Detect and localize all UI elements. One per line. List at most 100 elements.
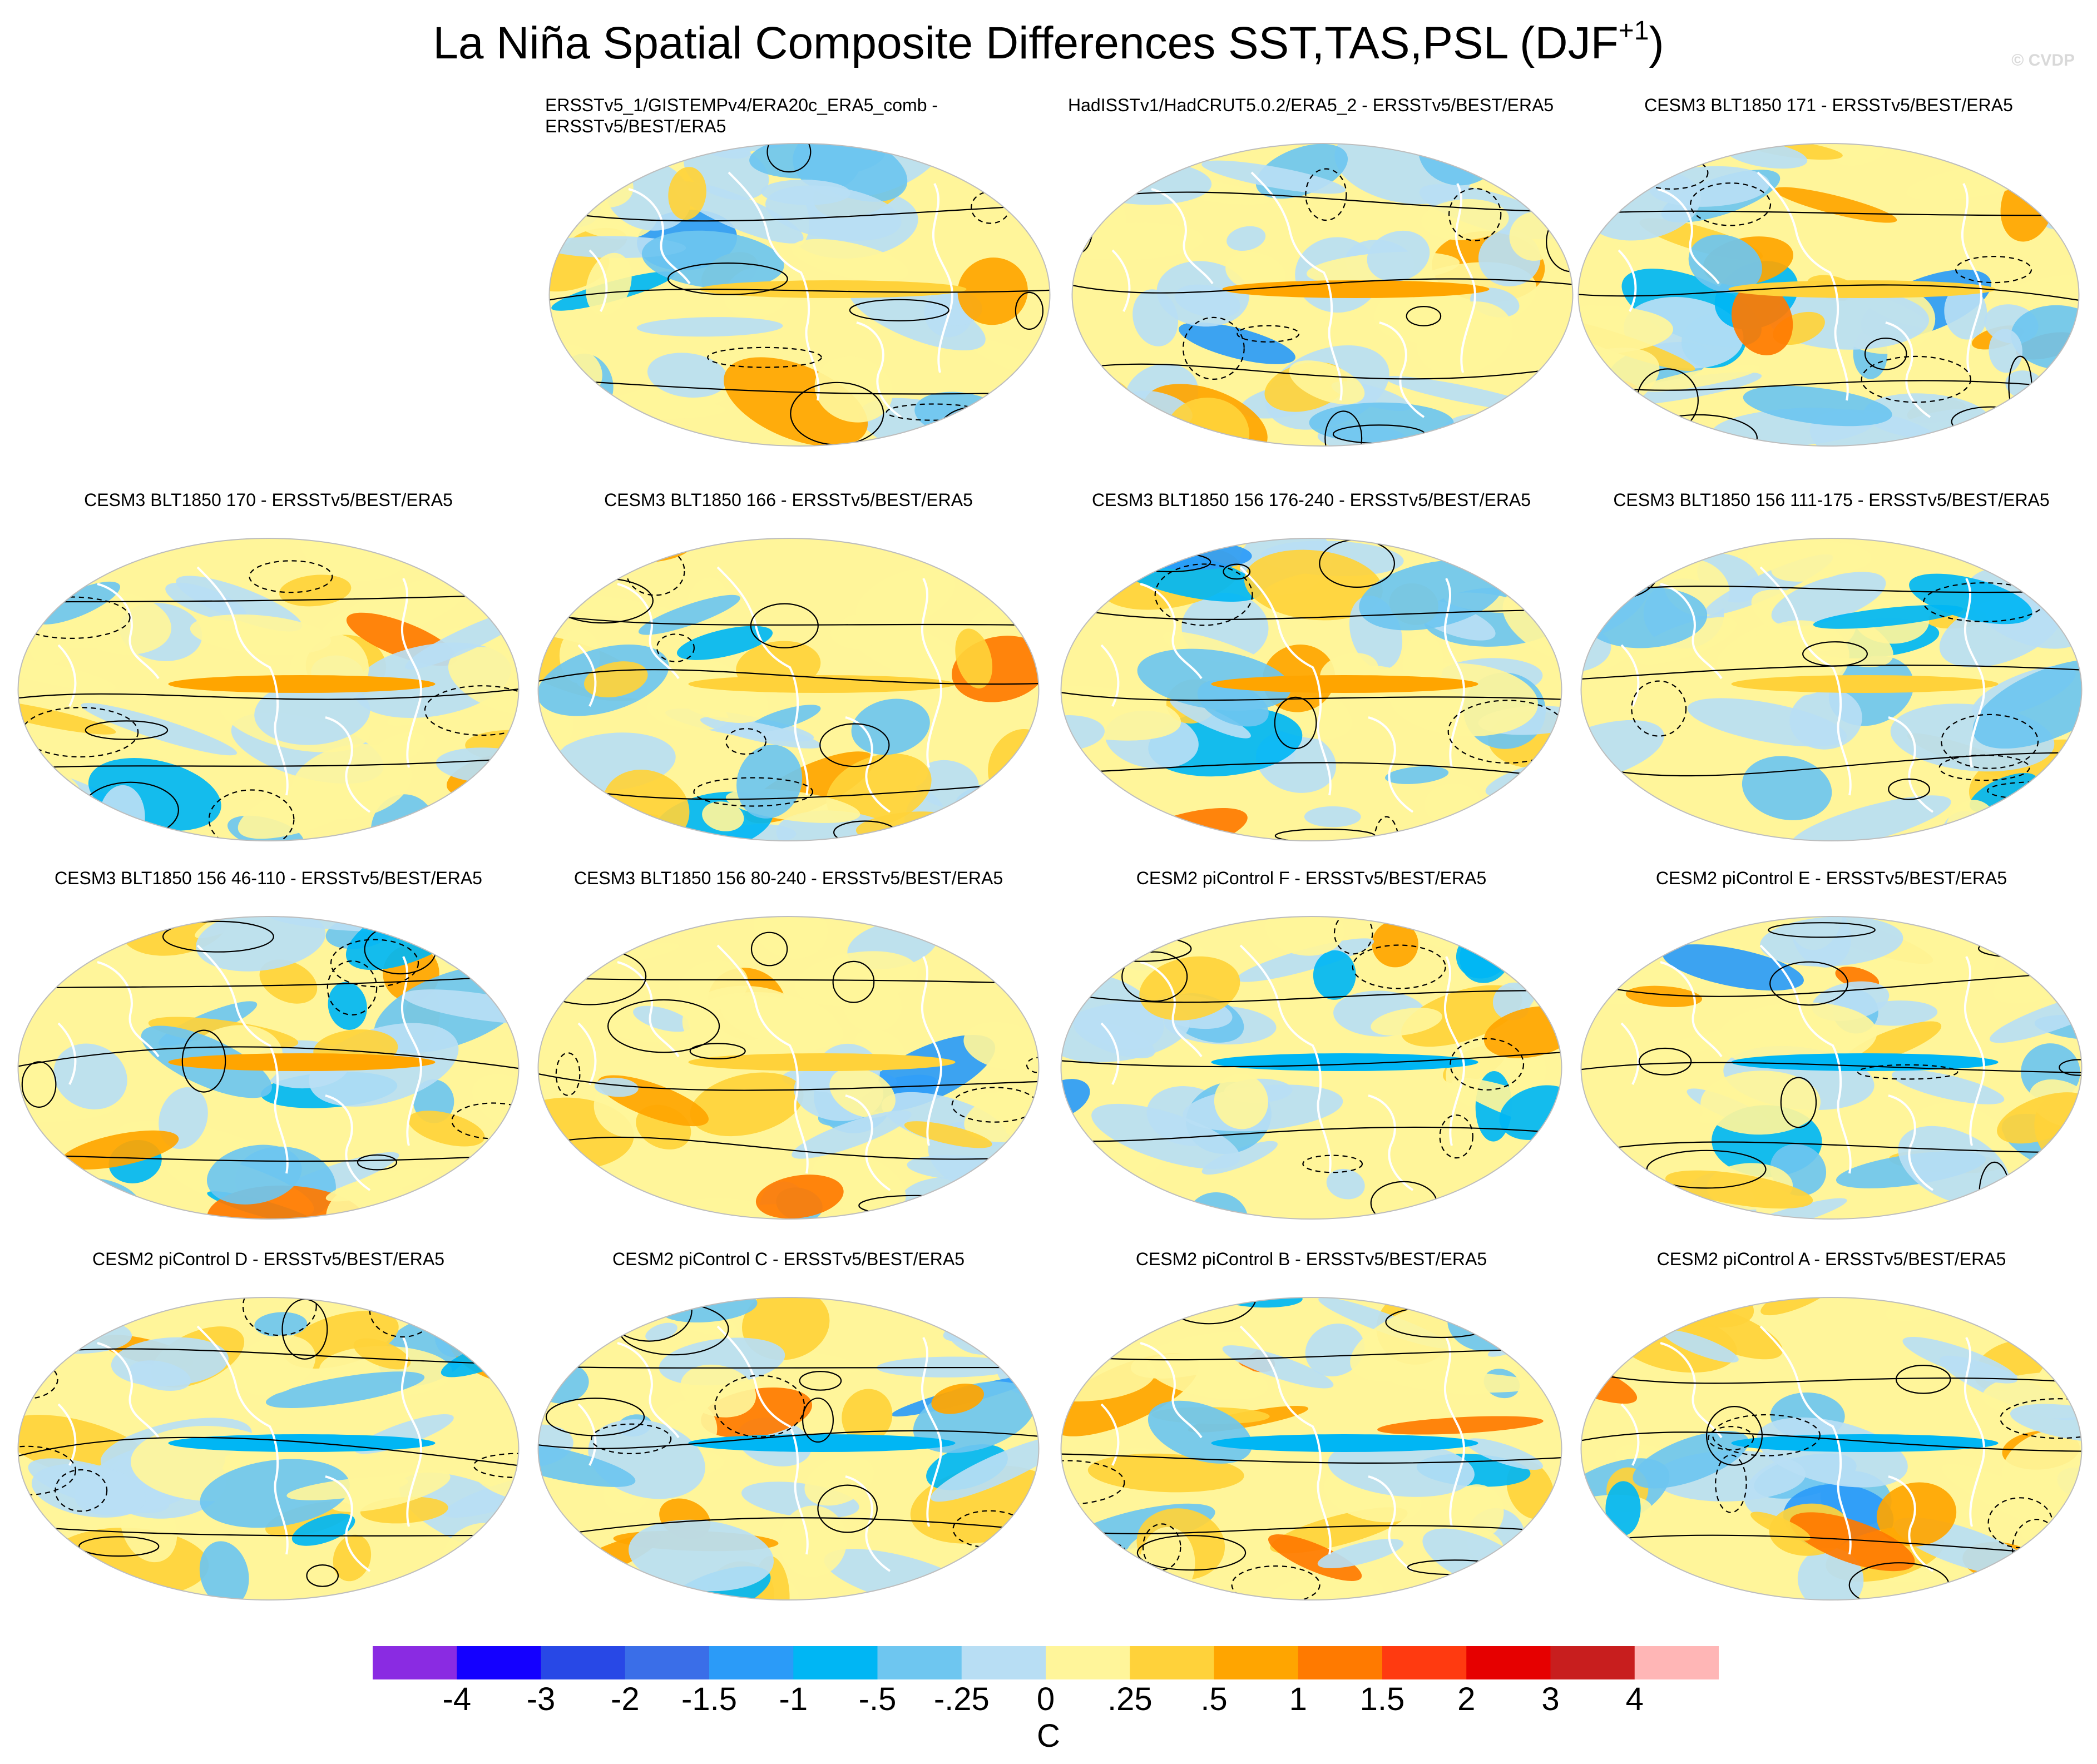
coastline [1100,1022,1120,1085]
equatorial-pacific-anomaly [1211,1053,1478,1071]
warm-anomaly-region [1789,1512,1915,1572]
cool-anomaly-region [1771,572,1886,627]
psl-contour-negative [18,916,46,965]
panel-label: CESM3 BLT1850 171 - ERSSTv5/BEST/ERA5 [1644,95,2013,115]
cool-anomaly-region [1791,795,1951,841]
cool-anomaly-region [645,1322,677,1341]
warm-anomaly-region [2000,274,2079,306]
psl-contour-negative [1026,1057,1039,1073]
cool-anomaly-region [1606,916,1671,947]
coastline [1368,1094,1414,1191]
psl-contour-negative [1302,1154,1363,1173]
equatorial-pacific-anomaly [699,280,967,298]
warm-anomaly-region [829,1067,896,1118]
warm-anomaly-region [814,356,893,423]
cool-anomaly-region [638,594,740,635]
coastline [728,171,820,401]
psl-contour-positive [799,1370,842,1391]
cool-anomaly-region [1305,1324,1365,1376]
psl-contour-positive [1223,563,1251,580]
colorbar-segment [457,1646,541,1679]
psl-contour-positive [2059,1059,2082,1076]
psl-contour-positive [750,603,819,648]
cool-anomaly-region [1304,806,1361,828]
warm-anomaly-region [1700,1071,1821,1135]
psl-contour-positive [607,999,720,1053]
psl-contour-zero [1061,1525,1562,1535]
panel-label: CESM2 piControl E - ERSSTv5/BEST/ERA5 [1655,868,2007,888]
psl-contour-positive [1161,1297,1257,1325]
cool-anomaly-region [540,1208,596,1219]
cool-anomaly-region [629,1519,774,1592]
colorbar-segment [1382,1646,1467,1679]
psl-contour-negative [18,1445,77,1496]
cool-anomaly-region [18,1191,62,1219]
warm-anomaly-region [124,734,243,767]
psl-contour-negative [1941,713,2039,769]
psl-contour-positive [1136,1535,1247,1571]
cool-anomaly-region [1309,402,1454,444]
psl-contour-positive [1638,1047,1692,1076]
psl-contour-positive [306,1564,339,1587]
cool-anomaly-region [1072,143,1150,180]
coastline [577,1022,597,1085]
psl-contour-negative [18,557,62,574]
map-outline [1580,1297,2083,1601]
equatorial-pacific-anomaly [168,1434,436,1452]
psl-contour-zero [1061,605,1562,620]
warm-anomaly-region [286,1476,409,1500]
warm-anomaly-region [1265,916,1344,956]
cool-anomaly-region [1170,698,1251,739]
psl-contour-negative [1439,1114,1473,1159]
coastline [1239,566,1332,796]
warm-anomaly-region [1067,916,1141,928]
warm-anomaly-region [1507,1297,1562,1324]
warm-anomaly-region [690,1072,804,1137]
warm-anomaly-region [1750,1512,1811,1541]
warm-anomaly-region [18,656,116,691]
coastline [1888,716,1934,813]
cool-anomaly-region [1061,1079,1090,1119]
psl-contour-negative [18,596,131,640]
psl-contour-positive [454,812,519,841]
warm-anomaly-region [963,1022,1039,1071]
cool-anomaly-region [53,1043,127,1109]
psl-contour-negative [1305,168,1347,221]
cool-anomaly-region [1326,1168,1365,1200]
coastline [617,1342,680,1439]
psl-contour-positive [21,1061,57,1108]
warm-anomaly-region [1997,1092,2082,1144]
cool-anomaly-region [1797,1547,1864,1600]
psl-contour-zero [1581,1141,2082,1154]
map-panel: CESM3 BLT1850 166 - ERSSTv5/BEST/ERA5 [534,489,1043,845]
psl-contour-zero [1072,363,1573,380]
colorbar-unit: C [1037,1718,1060,1754]
warm-anomaly-region [842,614,976,687]
map-outline [1580,916,2083,1220]
colorbar-tick-label: 4 [1625,1681,1644,1717]
cool-anomaly-region [1999,1297,2082,1333]
map-outline [1580,538,2083,841]
cool-anomaly-region [206,1144,302,1205]
cool-anomaly-region [81,703,238,756]
psl-contour-zero [18,1046,519,1070]
coastline [617,961,680,1058]
warm-anomaly-region [754,916,828,959]
cool-anomaly-region [1581,931,1620,975]
warm-anomaly-region [1830,143,1890,166]
map-panel: CESM3 BLT1850 156 80-240 - ERSSTv5/BEST/… [534,868,1043,1223]
coastline [1111,249,1131,312]
psl-contour-positive [545,1398,645,1436]
cool-anomaly-region [2022,1311,2082,1339]
colorbar-segment [709,1646,794,1679]
panel-label: CESM3 BLT1850 156 46-110 - ERSSTv5/BEST/… [55,868,482,888]
cool-anomaly-region [328,982,367,1030]
cool-anomaly-region [594,1077,639,1097]
psl-contour-negative [424,685,519,736]
coastline [588,249,608,312]
psl-contour-positive [181,1029,226,1093]
map-panel: CESM3 BLT1850 170 - ERSSTv5/BEST/ERA5 [14,489,523,845]
coastline [1961,183,1982,373]
cool-anomaly-region [792,1110,912,1159]
coastline [325,716,371,813]
